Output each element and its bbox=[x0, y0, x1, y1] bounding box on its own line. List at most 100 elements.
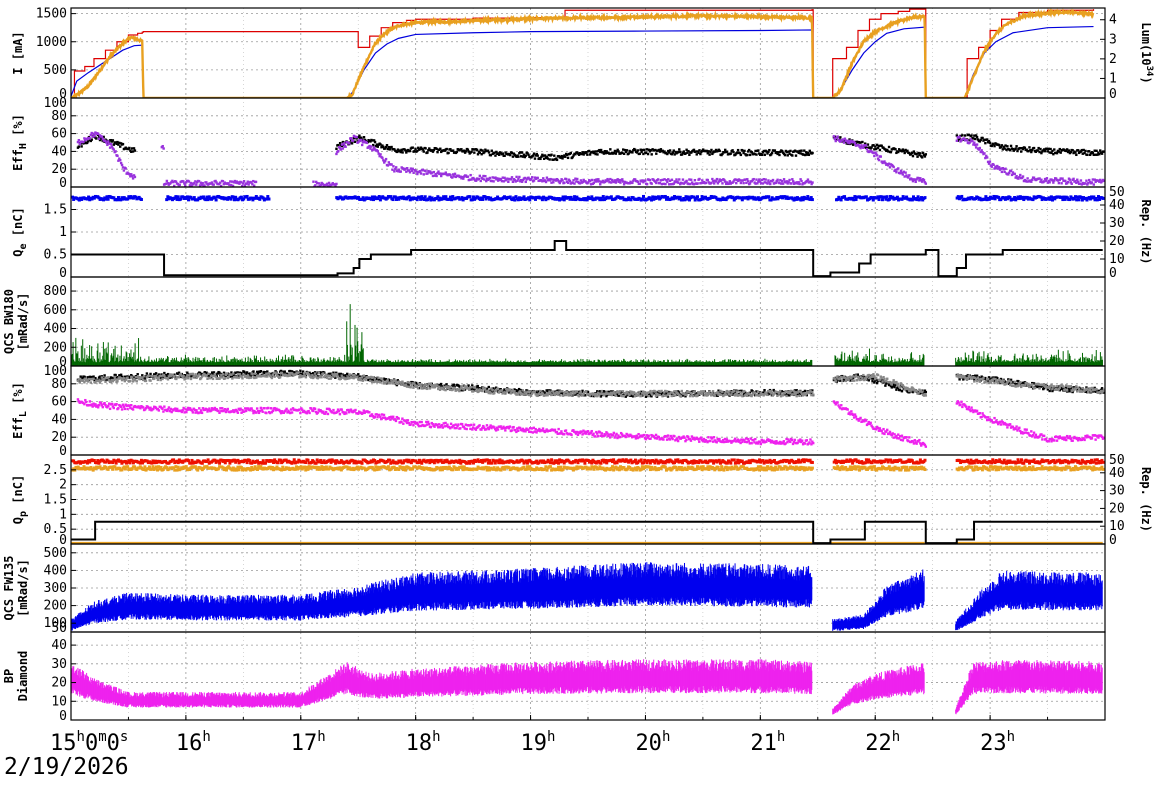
scatter-dot bbox=[1026, 177, 1028, 179]
scatter-dot bbox=[800, 149, 802, 151]
scatter-dot bbox=[861, 141, 863, 143]
scatter-dot bbox=[489, 177, 491, 179]
scatter-dot bbox=[121, 164, 123, 166]
scatter-dot bbox=[989, 142, 991, 144]
scatter-dot bbox=[1022, 175, 1024, 177]
scatter-dot bbox=[678, 178, 680, 180]
scatter-dot bbox=[116, 155, 118, 157]
scatter-dot bbox=[740, 182, 742, 184]
scatter-dot bbox=[453, 384, 455, 386]
band-dot bbox=[886, 195, 889, 198]
scatter-dot bbox=[1076, 179, 1078, 181]
scatter-dot bbox=[576, 178, 578, 180]
scatter-dot bbox=[743, 150, 745, 152]
scatter-dot bbox=[473, 151, 475, 153]
series-2-scatter bbox=[163, 180, 257, 188]
scatter-dot bbox=[120, 374, 122, 376]
y-tick-label: 1500 bbox=[36, 7, 67, 22]
scatter-dot bbox=[710, 149, 712, 151]
band-dot bbox=[424, 195, 427, 198]
scatter-dot bbox=[716, 178, 718, 180]
band-dot bbox=[696, 195, 699, 198]
scatter-dot bbox=[166, 180, 168, 182]
scatter-dot bbox=[1099, 149, 1101, 151]
scatter-dot bbox=[570, 152, 572, 154]
y2-tick-label: 0 bbox=[1109, 87, 1117, 102]
scatter-dot bbox=[721, 182, 723, 184]
scatter-dot bbox=[621, 178, 623, 180]
scatter-dot bbox=[390, 146, 392, 148]
scatter-dot bbox=[925, 182, 927, 184]
scatter-dot bbox=[1006, 145, 1008, 147]
scatter-dot bbox=[1072, 178, 1074, 180]
scatter-dot bbox=[749, 154, 751, 156]
scatter-dot bbox=[811, 181, 813, 183]
scatter-dot bbox=[370, 145, 372, 147]
y2-tick-label: 4 bbox=[1109, 13, 1117, 28]
scatter-dot bbox=[395, 166, 397, 168]
scatter-dot bbox=[423, 173, 425, 175]
scatter-dot bbox=[101, 135, 103, 137]
scatter-dot bbox=[112, 139, 114, 141]
scatter-dot bbox=[363, 136, 365, 138]
scatter-dot bbox=[708, 153, 710, 155]
series-1-band bbox=[956, 195, 1105, 202]
scatter-dot bbox=[895, 171, 897, 173]
band-dot bbox=[923, 196, 926, 199]
y-tick-label: 1000 bbox=[36, 35, 67, 50]
scatter-dot bbox=[737, 149, 739, 151]
data-layer bbox=[77, 370, 1105, 448]
data-layer bbox=[71, 9, 1094, 98]
scatter-dot bbox=[778, 154, 780, 156]
series-1-spikes bbox=[71, 338, 139, 366]
scatter-dot bbox=[807, 178, 809, 180]
scatter-dot bbox=[1048, 181, 1050, 183]
scatter-dot bbox=[1075, 154, 1077, 156]
scatter-dot bbox=[746, 154, 748, 156]
scatter-dot bbox=[1014, 173, 1016, 175]
scatter-dot bbox=[518, 176, 520, 178]
scatter-dot bbox=[412, 172, 414, 174]
scatter-dot bbox=[761, 154, 763, 156]
scatter-dot bbox=[103, 374, 105, 376]
scatter-dot bbox=[1064, 180, 1066, 182]
scatter-dot bbox=[203, 184, 205, 186]
scatter-dot bbox=[631, 151, 633, 153]
scatter-dot bbox=[537, 154, 539, 156]
scatter-dot bbox=[908, 174, 910, 176]
scatter-dot bbox=[685, 180, 687, 182]
y-tick-label: 0.5 bbox=[44, 248, 67, 263]
scatter-dot bbox=[314, 184, 316, 186]
scatter-dot bbox=[426, 151, 428, 153]
scatter-dot bbox=[563, 182, 565, 184]
y2-axis-label: Rep. (Hz) bbox=[1139, 199, 1153, 264]
series-1-spikes bbox=[364, 359, 375, 366]
y2-tick-label: 30 bbox=[1109, 216, 1125, 231]
scatter-dot bbox=[833, 135, 835, 137]
scatter-dot bbox=[550, 154, 552, 156]
scatter-dot bbox=[379, 153, 381, 155]
scatter-dot bbox=[835, 140, 837, 142]
scatter-dot bbox=[385, 158, 387, 160]
scatter-dot bbox=[424, 170, 426, 172]
series-1-band bbox=[165, 195, 256, 201]
series-1-band bbox=[335, 195, 814, 202]
scatter-dot bbox=[970, 134, 972, 136]
scatter-dot bbox=[348, 142, 350, 144]
scatter-dot bbox=[412, 146, 414, 148]
scatter-dot bbox=[986, 156, 988, 158]
scatter-dot bbox=[351, 142, 353, 144]
scatter-dot bbox=[597, 178, 599, 180]
scatter-dot bbox=[675, 178, 677, 180]
scatter-dot bbox=[567, 157, 569, 159]
series-1-spikes bbox=[140, 355, 346, 366]
band-dot bbox=[642, 195, 645, 198]
band-dot bbox=[469, 195, 472, 198]
scatter-dot bbox=[637, 149, 639, 151]
scatter-dot bbox=[626, 149, 628, 151]
scatter-dot bbox=[705, 182, 707, 184]
series-3-noisy bbox=[71, 11, 1093, 98]
y2-tick-label: 10 bbox=[1109, 252, 1125, 267]
band-dot bbox=[811, 198, 814, 201]
